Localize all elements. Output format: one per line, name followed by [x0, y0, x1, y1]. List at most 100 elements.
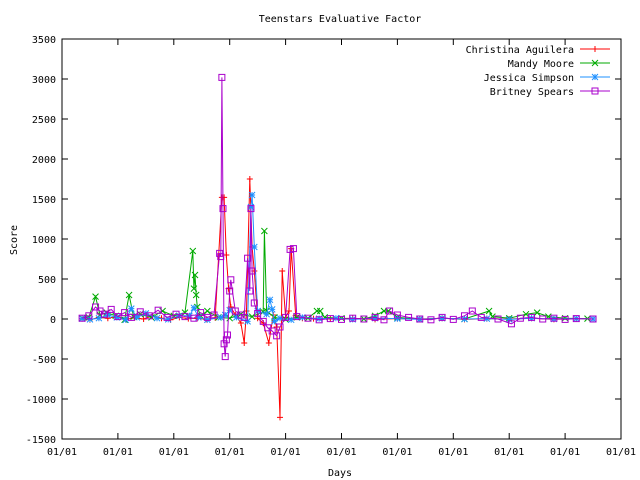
data-point	[393, 311, 401, 319]
data-point	[254, 307, 262, 315]
legend-entry: Jessica Simpson	[484, 73, 610, 84]
data-point	[371, 314, 379, 322]
data-point	[240, 313, 248, 321]
data-point	[127, 305, 135, 312]
data-point	[405, 313, 413, 321]
data-point	[326, 315, 334, 323]
data-point	[164, 316, 172, 323]
data-point	[293, 313, 301, 321]
data-point	[304, 314, 312, 322]
data-point	[237, 320, 244, 326]
data-point	[140, 316, 147, 322]
x-tick-label: 01/01	[326, 447, 356, 458]
data-point	[248, 191, 256, 199]
data-point	[121, 309, 129, 317]
y-tick-label: 1000	[32, 235, 56, 246]
x-tick-label: 01/01	[494, 447, 524, 458]
data-point	[338, 315, 345, 323]
data-point	[254, 309, 262, 317]
data-point	[259, 317, 267, 325]
data-point	[223, 252, 230, 258]
data-point	[276, 323, 284, 331]
data-point	[233, 314, 240, 321]
data-point	[221, 311, 229, 319]
data-point	[386, 307, 394, 315]
y-tick-label: 0	[50, 315, 56, 326]
data-point	[589, 315, 597, 323]
data-point	[154, 306, 162, 314]
data-point	[250, 243, 258, 251]
data-point	[219, 205, 227, 213]
data-point	[100, 310, 108, 318]
data-point	[263, 310, 270, 318]
data-point	[380, 316, 388, 324]
x-axis: 01/01 01/01 01/01 01/01 01/01 01/01 01/01 01/01…	[47, 39, 636, 458]
data-point	[528, 313, 536, 321]
x-tick-label: 01/01	[47, 447, 77, 458]
data-point	[191, 271, 199, 279]
data-point	[114, 313, 122, 321]
legend-label: Jessica Simpson	[484, 73, 574, 84]
y-tick-label: 3000	[32, 75, 56, 86]
data-point	[316, 307, 324, 315]
data-point	[468, 307, 476, 315]
data-point	[438, 314, 446, 322]
x-tick-label: 01/01	[159, 447, 189, 458]
data-point	[550, 314, 558, 322]
data-point	[107, 305, 115, 313]
x-axis-label: Days	[328, 468, 352, 479]
legend-label: Christina Aguilera	[466, 45, 574, 56]
data-point	[190, 304, 198, 312]
x-tick-label: 01/01	[215, 447, 245, 458]
data-point	[186, 312, 193, 320]
data-point	[244, 254, 252, 262]
data-point	[416, 315, 424, 323]
y-axis: -1500 -1000 -500 0 500 1000 1500 2000 2500 3000 35…	[26, 35, 621, 446]
data-point	[247, 203, 255, 211]
data-point	[528, 314, 535, 322]
data-point	[589, 315, 597, 323]
data-point	[189, 247, 197, 255]
data-point	[92, 293, 99, 300]
legend-marker	[591, 73, 599, 81]
data-point	[277, 414, 284, 421]
data-point	[221, 194, 228, 201]
series-line	[81, 77, 594, 357]
data-point	[210, 311, 218, 319]
data-point	[163, 313, 171, 321]
legend-marker	[591, 59, 599, 67]
x-tick-label: 01/01	[606, 447, 636, 458]
data-point	[133, 314, 141, 321]
data-point	[92, 303, 100, 311]
data-point	[533, 309, 541, 316]
data-point	[268, 306, 276, 313]
legend-label: Britney Spears	[490, 87, 574, 98]
series-jessica-simpson	[78, 191, 597, 325]
y-tick-label: 500	[38, 275, 56, 286]
data-point	[223, 331, 231, 339]
x-tick-label: 01/01	[382, 447, 412, 458]
data-point	[231, 307, 239, 315]
data-point	[220, 340, 228, 348]
x-tick-label: 01/01	[550, 447, 580, 458]
legend-marker	[591, 87, 599, 95]
data-point	[122, 316, 130, 324]
data-point	[273, 332, 281, 340]
data-point	[265, 340, 272, 346]
legend-label: Mandy Moore	[508, 59, 574, 70]
legend-entry: Britney Spears	[490, 87, 610, 98]
data-point	[315, 316, 323, 324]
x-tick-label: 01/01	[438, 447, 468, 458]
data-point	[195, 314, 202, 321]
data-point	[172, 310, 180, 318]
chart-title: Teenstars Evaluative Factor	[259, 14, 422, 25]
data-point	[485, 307, 493, 315]
data-point	[505, 316, 513, 323]
data-point	[203, 313, 211, 321]
data-point	[218, 73, 226, 81]
data-point	[136, 308, 144, 316]
data-point	[248, 267, 256, 275]
data-point	[226, 314, 234, 322]
